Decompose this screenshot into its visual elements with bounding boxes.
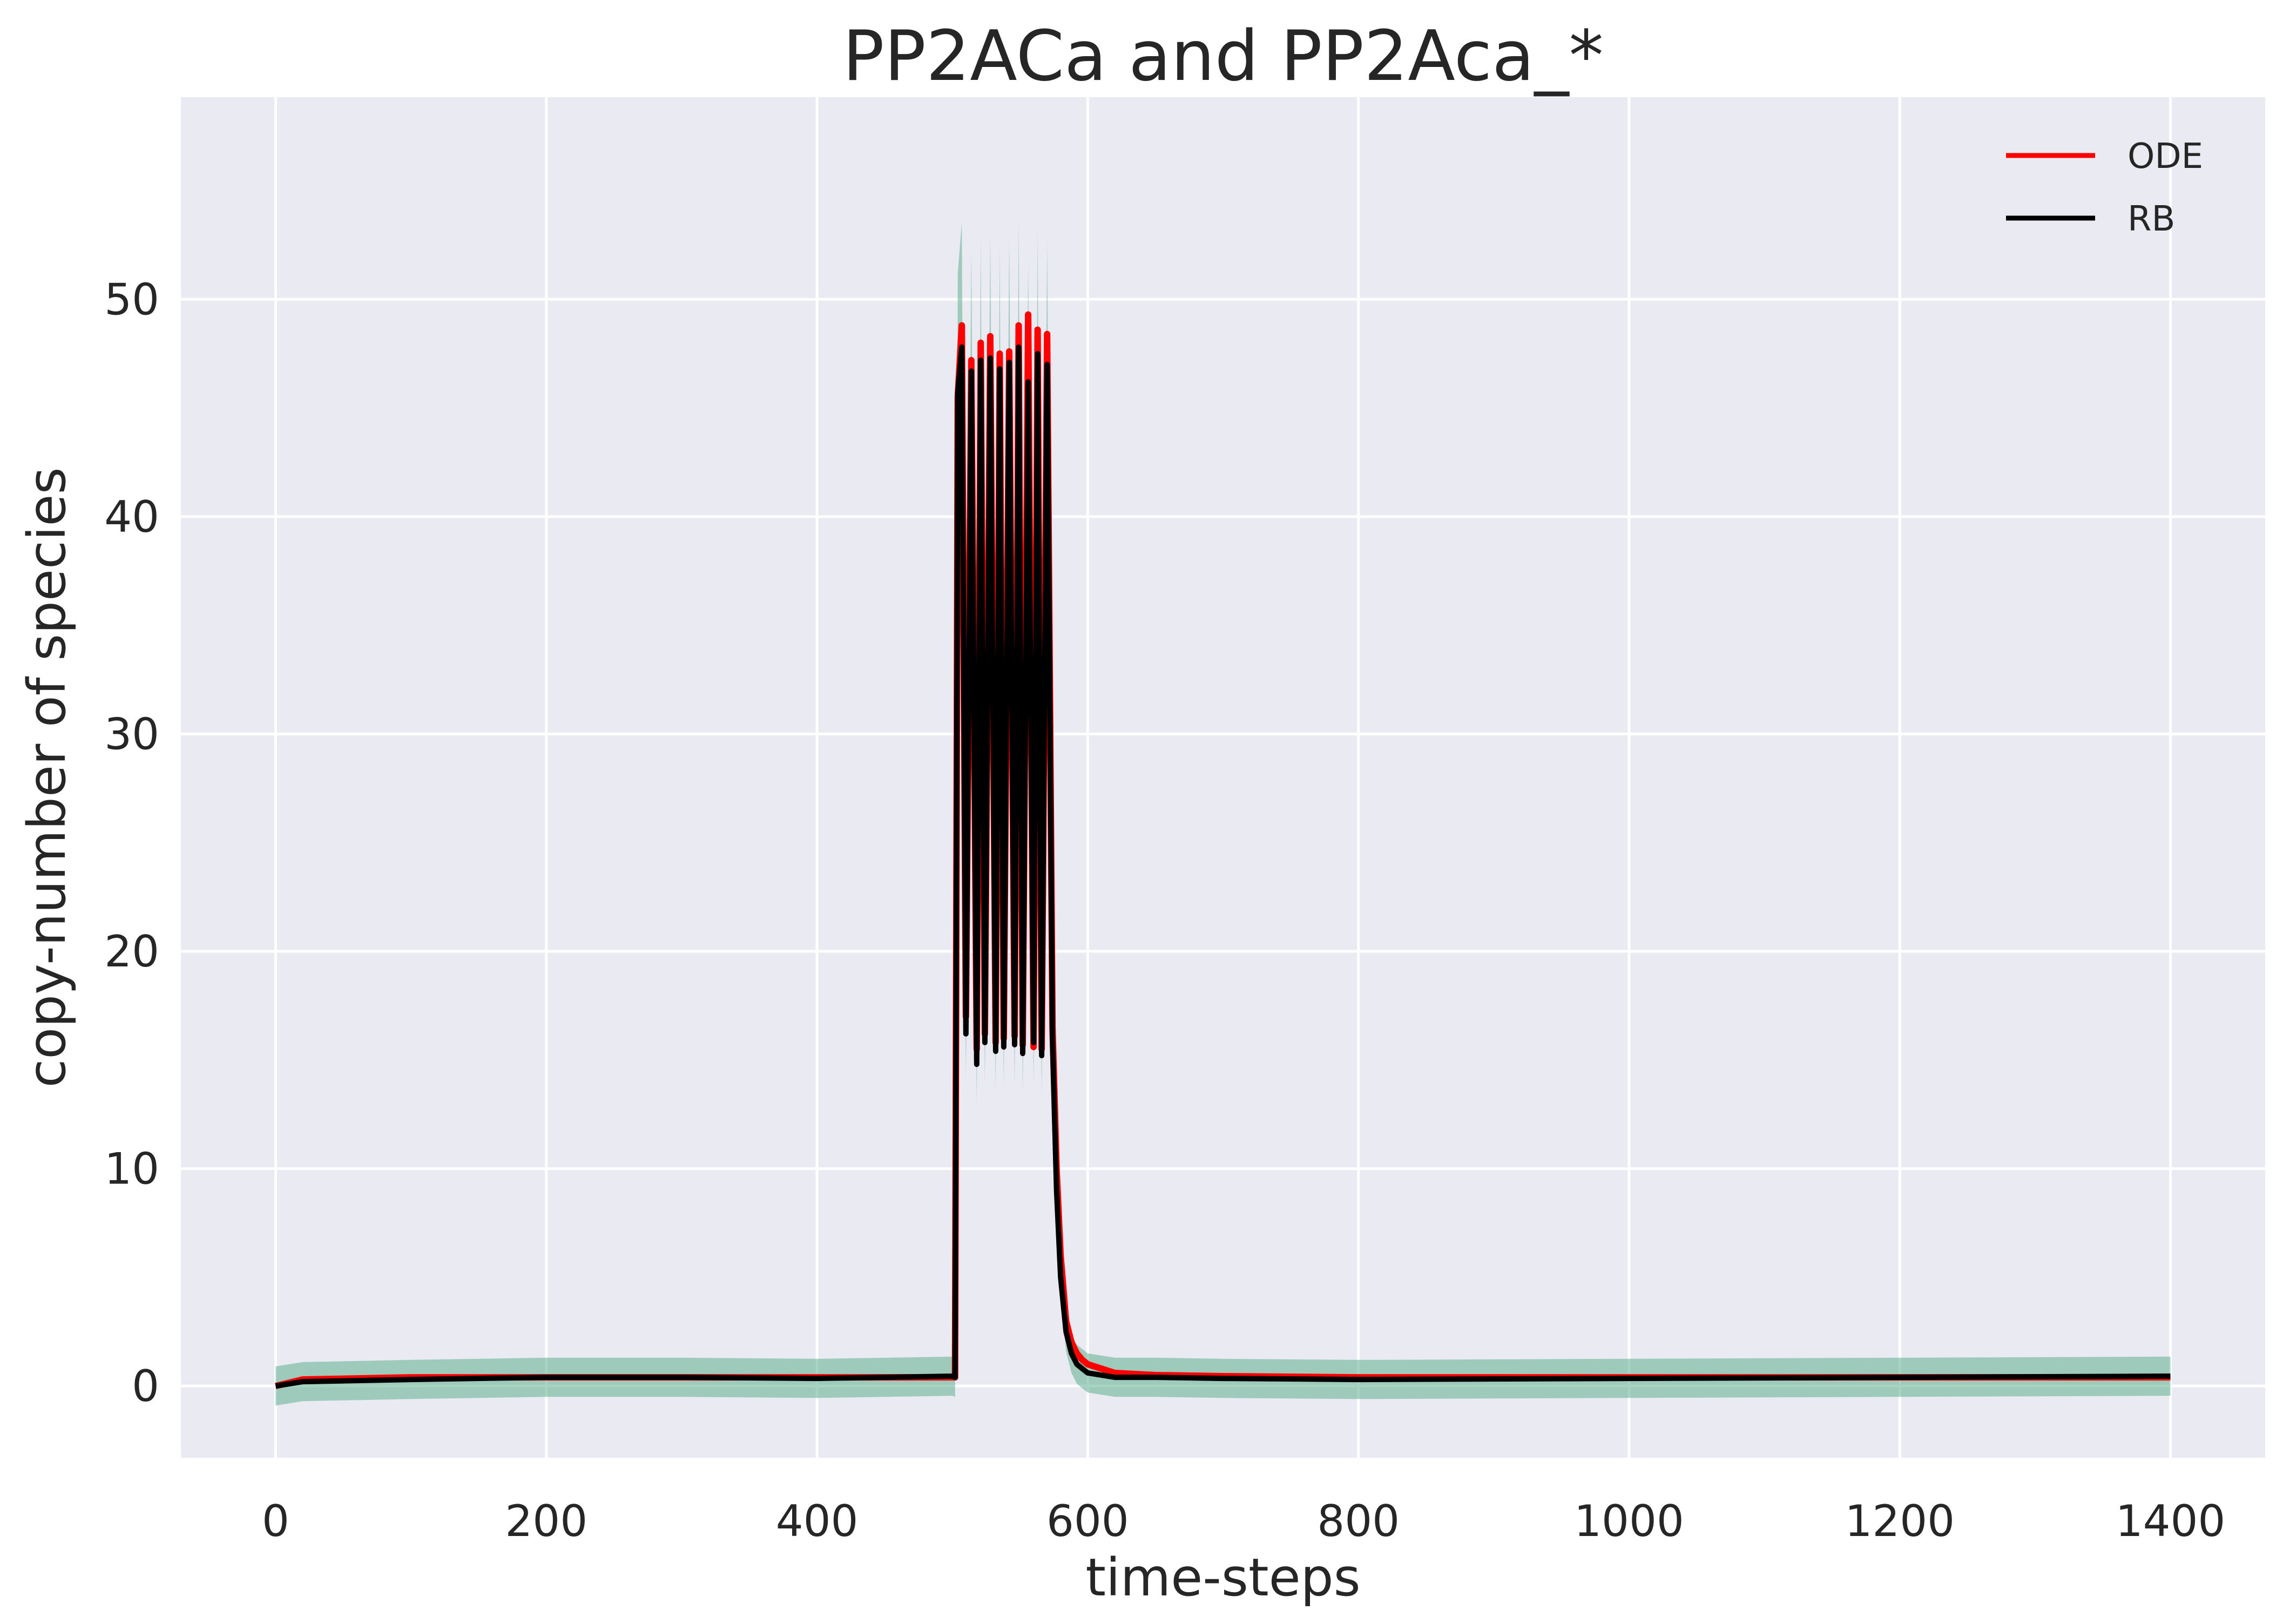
series-line-rb (275, 344, 2171, 1389)
legend-label-ode: ODE (2128, 137, 2203, 177)
x-tick-label: 600 (1046, 1496, 1129, 1546)
x-tick-label: 1400 (2116, 1496, 2226, 1546)
x-tick-label: 1200 (1845, 1496, 1955, 1546)
legend-label-rb: RB (2128, 199, 2175, 239)
x-tick-label: 200 (505, 1496, 587, 1546)
x-tick-label: 400 (776, 1496, 859, 1546)
x-tick-label: 0 (262, 1496, 289, 1546)
grid-layer (181, 97, 2265, 1458)
tick-layer: 0 200 400 600 800 1000 1200 1400 0 10 20 30 40 50 (104, 274, 2225, 1546)
y-tick-label: 40 (104, 492, 159, 542)
y-tick-label: 10 (104, 1144, 159, 1194)
y-tick-label: 30 (104, 709, 159, 759)
plot-background (181, 97, 2265, 1458)
y-axis-label: copy-number of species (17, 468, 77, 1088)
series-layer (275, 311, 2171, 1390)
x-tick-label: 1000 (1574, 1496, 1684, 1546)
y-tick-label: 50 (104, 274, 159, 324)
y-tick-label: 20 (104, 926, 159, 977)
x-axis-label: time-steps (1085, 1547, 1360, 1608)
legend: ODE RB (2006, 137, 2203, 239)
chart-title: PP2ACa and PP2Aca_* (842, 16, 1603, 97)
x-tick-label: 800 (1317, 1496, 1400, 1546)
y-tick-label: 0 (132, 1361, 159, 1411)
